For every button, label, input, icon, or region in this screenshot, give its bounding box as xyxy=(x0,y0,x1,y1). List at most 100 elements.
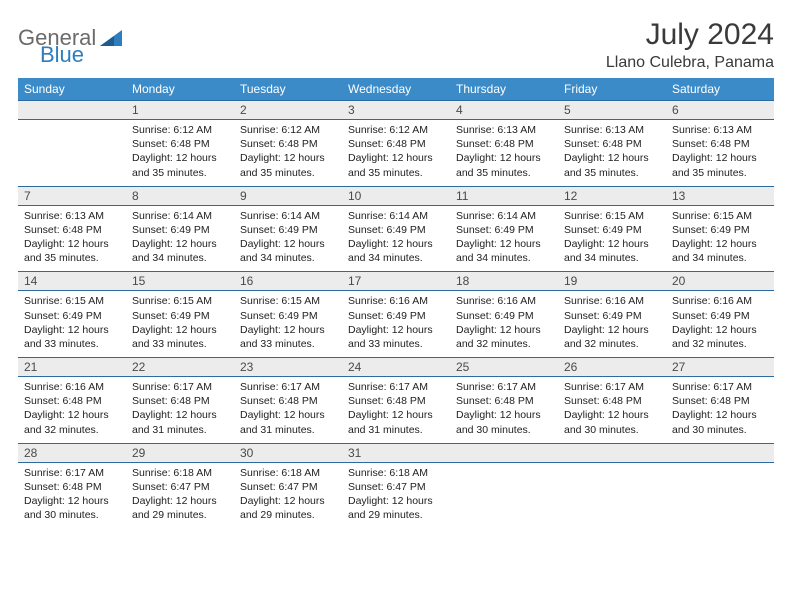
day-body-cell: Sunrise: 6:18 AMSunset: 6:47 PMDaylight:… xyxy=(342,462,450,528)
day-number-cell: 22 xyxy=(126,358,234,377)
day-body-cell: Sunrise: 6:12 AMSunset: 6:48 PMDaylight:… xyxy=(126,120,234,187)
day-number-row: 14151617181920 xyxy=(18,272,774,291)
sunrise-text: Sunrise: 6:15 AM xyxy=(672,209,768,223)
day-number-row: 78910111213 xyxy=(18,186,774,205)
sunrise-text: Sunrise: 6:16 AM xyxy=(672,294,768,308)
day-body-row: Sunrise: 6:13 AMSunset: 6:48 PMDaylight:… xyxy=(18,205,774,272)
sunset-text: Sunset: 6:48 PM xyxy=(564,137,660,151)
day-body-row: Sunrise: 6:16 AMSunset: 6:48 PMDaylight:… xyxy=(18,377,774,444)
weekday-header: Monday xyxy=(126,78,234,101)
sunrise-text: Sunrise: 6:17 AM xyxy=(348,380,444,394)
day-number-cell: 4 xyxy=(450,101,558,120)
day-number-cell: 18 xyxy=(450,272,558,291)
daylight-text: Daylight: 12 hours and 29 minutes. xyxy=(132,494,228,522)
logo-line2: Blue xyxy=(40,42,84,68)
sunset-text: Sunset: 6:48 PM xyxy=(456,394,552,408)
sunset-text: Sunset: 6:49 PM xyxy=(672,223,768,237)
daylight-text: Daylight: 12 hours and 35 minutes. xyxy=(132,151,228,179)
day-number-cell: 10 xyxy=(342,186,450,205)
sunset-text: Sunset: 6:48 PM xyxy=(456,137,552,151)
day-body-cell: Sunrise: 6:17 AMSunset: 6:48 PMDaylight:… xyxy=(234,377,342,444)
month-title: July 2024 xyxy=(606,18,774,52)
daylight-text: Daylight: 12 hours and 30 minutes. xyxy=(456,408,552,436)
day-body-cell: Sunrise: 6:17 AMSunset: 6:48 PMDaylight:… xyxy=(558,377,666,444)
daylight-text: Daylight: 12 hours and 33 minutes. xyxy=(240,323,336,351)
weekday-header: Wednesday xyxy=(342,78,450,101)
sunrise-text: Sunrise: 6:15 AM xyxy=(24,294,120,308)
day-number-cell: 15 xyxy=(126,272,234,291)
day-number-cell: 9 xyxy=(234,186,342,205)
daylight-text: Daylight: 12 hours and 34 minutes. xyxy=(672,237,768,265)
weekday-header: Sunday xyxy=(18,78,126,101)
day-number-row: 123456 xyxy=(18,101,774,120)
title-block: July 2024 Llano Culebra, Panama xyxy=(606,18,774,72)
day-number-cell xyxy=(450,443,558,462)
page-header: General July 2024 Llano Culebra, Panama xyxy=(18,18,774,72)
sunset-text: Sunset: 6:48 PM xyxy=(240,137,336,151)
daylight-text: Daylight: 12 hours and 34 minutes. xyxy=(240,237,336,265)
day-number-cell: 14 xyxy=(18,272,126,291)
daylight-text: Daylight: 12 hours and 32 minutes. xyxy=(24,408,120,436)
day-number-cell xyxy=(666,443,774,462)
sunset-text: Sunset: 6:48 PM xyxy=(240,394,336,408)
sunset-text: Sunset: 6:49 PM xyxy=(672,309,768,323)
day-body-cell xyxy=(18,120,126,187)
sunset-text: Sunset: 6:49 PM xyxy=(240,223,336,237)
logo-text-2: Blue xyxy=(40,42,84,67)
day-body-cell: Sunrise: 6:18 AMSunset: 6:47 PMDaylight:… xyxy=(126,462,234,528)
sunset-text: Sunset: 6:49 PM xyxy=(456,309,552,323)
day-number-cell: 3 xyxy=(342,101,450,120)
sunrise-text: Sunrise: 6:18 AM xyxy=(132,466,228,480)
daylight-text: Daylight: 12 hours and 33 minutes. xyxy=(132,323,228,351)
sunrise-text: Sunrise: 6:17 AM xyxy=(132,380,228,394)
daylight-text: Daylight: 12 hours and 30 minutes. xyxy=(24,494,120,522)
day-body-cell: Sunrise: 6:15 AMSunset: 6:49 PMDaylight:… xyxy=(126,291,234,358)
day-number-cell: 31 xyxy=(342,443,450,462)
daylight-text: Daylight: 12 hours and 30 minutes. xyxy=(672,408,768,436)
daylight-text: Daylight: 12 hours and 35 minutes. xyxy=(240,151,336,179)
daylight-text: Daylight: 12 hours and 34 minutes. xyxy=(348,237,444,265)
day-body-cell: Sunrise: 6:16 AMSunset: 6:49 PMDaylight:… xyxy=(450,291,558,358)
sunrise-text: Sunrise: 6:13 AM xyxy=(564,123,660,137)
day-body-cell: Sunrise: 6:14 AMSunset: 6:49 PMDaylight:… xyxy=(234,205,342,272)
sunset-text: Sunset: 6:49 PM xyxy=(456,223,552,237)
sunset-text: Sunset: 6:48 PM xyxy=(24,480,120,494)
sunset-text: Sunset: 6:48 PM xyxy=(132,394,228,408)
sunset-text: Sunset: 6:49 PM xyxy=(240,309,336,323)
day-body-cell: Sunrise: 6:18 AMSunset: 6:47 PMDaylight:… xyxy=(234,462,342,528)
sunset-text: Sunset: 6:48 PM xyxy=(348,137,444,151)
day-number-cell: 25 xyxy=(450,358,558,377)
daylight-text: Daylight: 12 hours and 35 minutes. xyxy=(348,151,444,179)
weekday-header: Tuesday xyxy=(234,78,342,101)
day-body-cell: Sunrise: 6:12 AMSunset: 6:48 PMDaylight:… xyxy=(234,120,342,187)
sunrise-text: Sunrise: 6:14 AM xyxy=(456,209,552,223)
sunrise-text: Sunrise: 6:16 AM xyxy=(348,294,444,308)
day-body-cell: Sunrise: 6:16 AMSunset: 6:48 PMDaylight:… xyxy=(18,377,126,444)
sunrise-text: Sunrise: 6:15 AM xyxy=(240,294,336,308)
day-number-cell: 17 xyxy=(342,272,450,291)
day-number-cell: 26 xyxy=(558,358,666,377)
daylight-text: Daylight: 12 hours and 34 minutes. xyxy=(564,237,660,265)
daylight-text: Daylight: 12 hours and 31 minutes. xyxy=(132,408,228,436)
day-body-cell: Sunrise: 6:14 AMSunset: 6:49 PMDaylight:… xyxy=(126,205,234,272)
sunset-text: Sunset: 6:49 PM xyxy=(564,309,660,323)
day-number-cell: 29 xyxy=(126,443,234,462)
daylight-text: Daylight: 12 hours and 33 minutes. xyxy=(24,323,120,351)
day-body-cell: Sunrise: 6:13 AMSunset: 6:48 PMDaylight:… xyxy=(666,120,774,187)
daylight-text: Daylight: 12 hours and 34 minutes. xyxy=(456,237,552,265)
sunset-text: Sunset: 6:48 PM xyxy=(672,137,768,151)
day-body-cell: Sunrise: 6:17 AMSunset: 6:48 PMDaylight:… xyxy=(126,377,234,444)
day-body-row: Sunrise: 6:17 AMSunset: 6:48 PMDaylight:… xyxy=(18,462,774,528)
day-body-cell: Sunrise: 6:15 AMSunset: 6:49 PMDaylight:… xyxy=(18,291,126,358)
sunrise-text: Sunrise: 6:16 AM xyxy=(456,294,552,308)
day-body-cell: Sunrise: 6:13 AMSunset: 6:48 PMDaylight:… xyxy=(450,120,558,187)
sunrise-text: Sunrise: 6:17 AM xyxy=(24,466,120,480)
day-body-cell: Sunrise: 6:12 AMSunset: 6:48 PMDaylight:… xyxy=(342,120,450,187)
calendar-page: General July 2024 Llano Culebra, Panama … xyxy=(0,0,792,612)
sunset-text: Sunset: 6:49 PM xyxy=(348,309,444,323)
day-number-cell: 6 xyxy=(666,101,774,120)
weekday-header: Saturday xyxy=(666,78,774,101)
day-body-cell: Sunrise: 6:14 AMSunset: 6:49 PMDaylight:… xyxy=(450,205,558,272)
sunset-text: Sunset: 6:48 PM xyxy=(672,394,768,408)
daylight-text: Daylight: 12 hours and 34 minutes. xyxy=(132,237,228,265)
